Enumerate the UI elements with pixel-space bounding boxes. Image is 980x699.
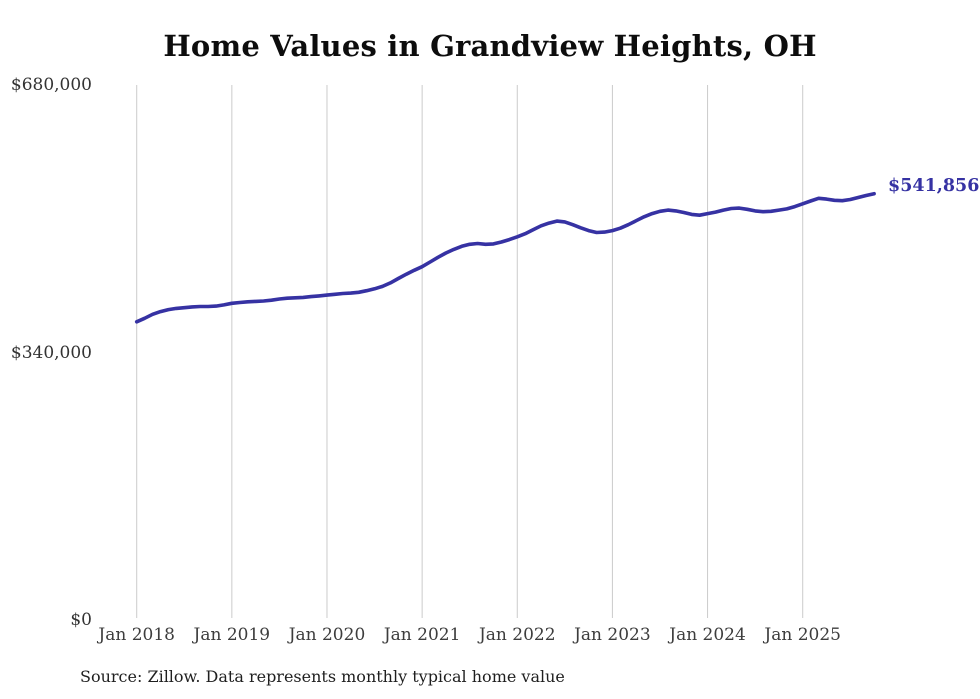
end-value-label: $541,856 — [888, 175, 980, 196]
x-tick-label: Jan 2025 — [764, 625, 841, 645]
y-tick-label: $680,000 — [10, 75, 92, 95]
y-tick-label: $0 — [70, 610, 92, 630]
x-tick-label: Jan 2023 — [574, 625, 651, 645]
x-tick-label: Jan 2024 — [669, 625, 746, 645]
x-tick-label: Jan 2022 — [478, 625, 556, 645]
home-value-line — [134, 191, 876, 324]
x-tick-label: Jan 2021 — [383, 625, 461, 645]
source-note: Source: Zillow. Data represents monthly … — [80, 667, 565, 686]
x-tick-label: Jan 2018 — [98, 625, 175, 645]
chart-title: Home Values in Grandview Heights, OH — [163, 29, 817, 63]
x-tick-label: Jan 2020 — [288, 625, 366, 645]
y-tick-label: $340,000 — [10, 342, 92, 363]
x-tick-label: Jan 2019 — [193, 625, 271, 645]
